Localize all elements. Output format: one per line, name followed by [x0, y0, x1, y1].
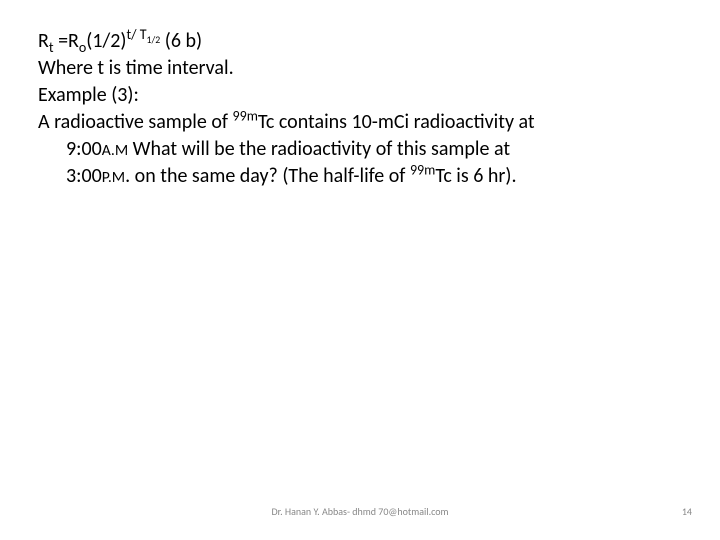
- body-line: A radioactive sample of 99mTc contains 1…: [38, 109, 682, 136]
- isotope-sup: 99m: [410, 161, 435, 178]
- time-period: P.M: [102, 168, 125, 187]
- text: Tc is 6 hr).: [435, 164, 516, 188]
- footer-author: Dr. Hanan Y. Abbas- dhmd 70@hotmail.com: [0, 505, 720, 518]
- eq-part: (6 b): [160, 29, 202, 53]
- text: Tc contains 10-mCi radioactivity at: [258, 110, 535, 134]
- isotope-sup: 99m: [233, 107, 258, 124]
- eq-part: =R: [54, 29, 79, 53]
- time-period: A.M: [102, 141, 128, 160]
- eq-sup-text: t/ T: [126, 26, 146, 43]
- text: 3:00: [66, 164, 102, 188]
- eq-sup: t/ T1/2: [126, 26, 160, 43]
- slide-body: Rt =Ro(1/2)t/ T1/2 (6 b) Where t is time…: [38, 28, 682, 190]
- body-line: Where t is time interval.: [38, 55, 682, 82]
- text: 9:00: [66, 137, 102, 161]
- body-line: Example (3):: [38, 82, 682, 109]
- body-line: 3:00P.M. on the same day? (The half-life…: [38, 163, 682, 190]
- page-number: 14: [682, 505, 692, 518]
- slide: Rt =Ro(1/2)t/ T1/2 (6 b) Where t is time…: [0, 0, 720, 540]
- body-line: 9:00A.M What will be the radioactivity o…: [38, 136, 682, 163]
- equation-line: Rt =Ro(1/2)t/ T1/2 (6 b): [38, 28, 682, 55]
- eq-part: R: [38, 29, 49, 53]
- text: What will be the radioactivity of this s…: [128, 137, 510, 161]
- text: . on the same day? (The half-life of: [125, 164, 410, 188]
- text: A radioactive sample of: [38, 110, 233, 134]
- eq-sup-sub: 1/2: [147, 34, 161, 46]
- eq-part: (1/2): [86, 29, 126, 53]
- footer-author-text: Dr. Hanan Y. Abbas- dhmd 70@hotmail.com: [271, 505, 448, 518]
